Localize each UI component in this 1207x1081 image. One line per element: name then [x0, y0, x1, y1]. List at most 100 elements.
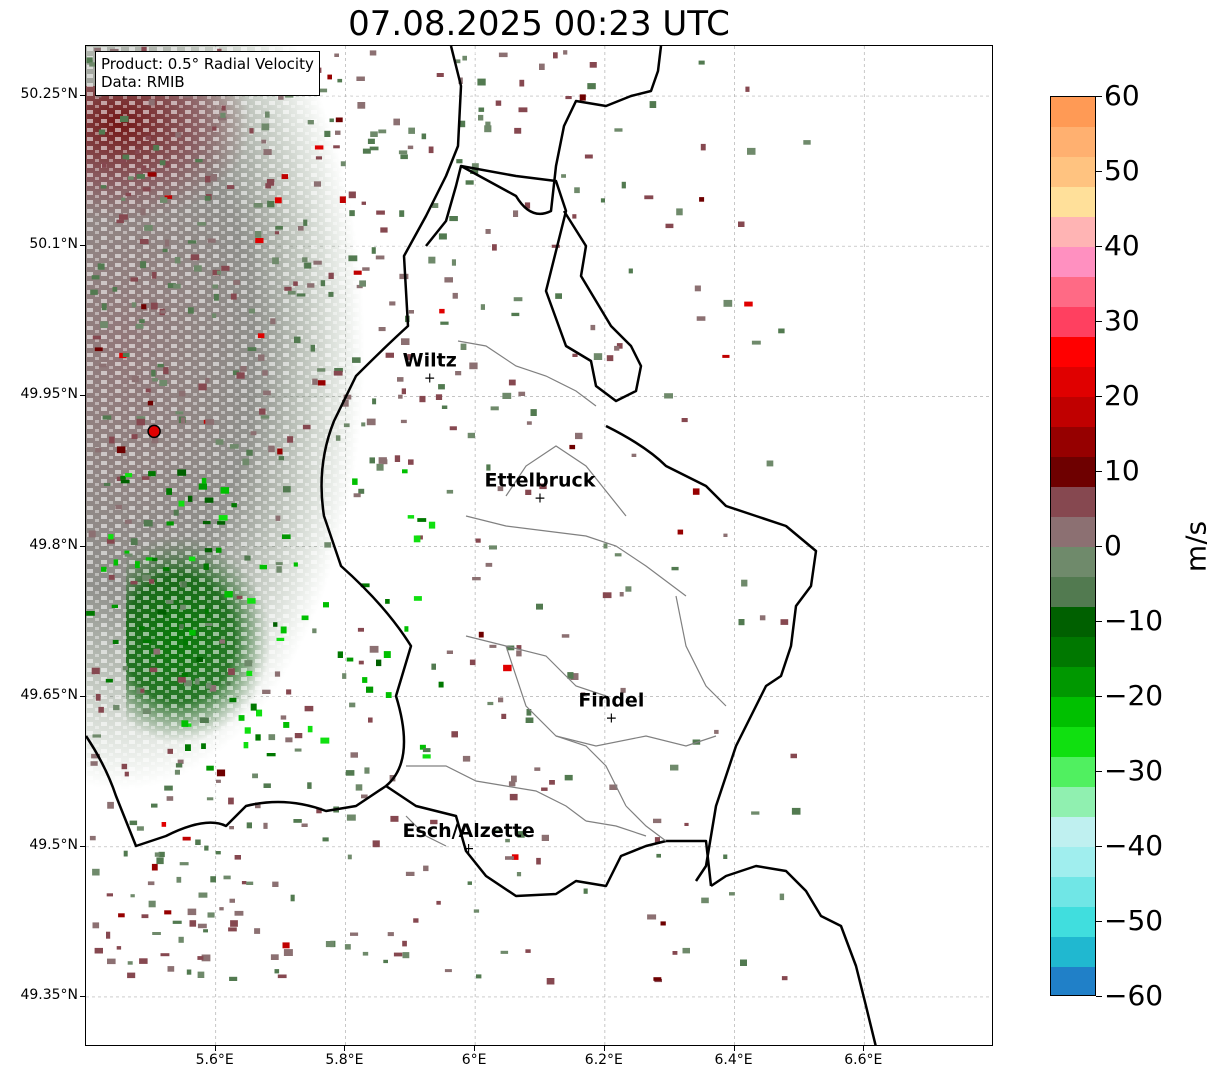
radar-echo-block — [158, 851, 165, 858]
radar-echo-block — [723, 854, 728, 859]
radar-echo-block — [511, 854, 519, 860]
radar-echo-block — [327, 74, 332, 80]
radar-echo-block — [186, 969, 192, 975]
radar-echo-block — [495, 100, 502, 106]
radar-echo-block — [227, 185, 235, 189]
radar-echo-block — [230, 920, 238, 927]
radar-echo-block — [94, 347, 103, 352]
radar-echo-block — [186, 723, 192, 727]
radar-echo-block — [287, 436, 294, 443]
lat-tick-label: 49.65°N — [20, 686, 78, 703]
product-info-box: Product: 0.5° Radial Velocity Data: RMIB — [95, 51, 320, 96]
radar-echo-block — [283, 949, 293, 956]
radar-echo-block — [101, 303, 107, 311]
radar-echo-block — [356, 76, 365, 81]
radar-echo-block — [462, 55, 467, 61]
radar-echo-block — [206, 797, 214, 801]
radar-echo-block — [122, 666, 128, 671]
radar-echo-block — [174, 257, 181, 264]
radar-echo-block — [744, 301, 753, 307]
radar-echo-block — [352, 478, 358, 485]
radar-echo-block — [122, 353, 130, 357]
lon-tick-label: 6.6°E — [844, 1052, 883, 1068]
city-wiltz: +Wiltz — [403, 349, 457, 386]
canton-borders — [405, 340, 727, 847]
radar-echo-block — [451, 731, 458, 738]
colorbar-tick-mark — [1096, 546, 1102, 547]
radar-map[interactable]: + Wiltz + Ettelbruck + Findel + Esch/Alzette — [85, 45, 993, 1046]
radar-echo-block — [205, 419, 215, 425]
radar-echo-block — [302, 257, 308, 263]
radar-echo-block — [147, 400, 154, 406]
radar-echo-block — [677, 529, 684, 535]
radar-echo-block — [462, 755, 471, 762]
colorbar-tick-label: 0 — [1104, 529, 1122, 562]
colorbar-segment — [1051, 277, 1095, 308]
radar-echo-block — [602, 592, 612, 599]
radar-echo-block — [312, 628, 317, 634]
radar-echo-block — [647, 914, 657, 920]
radar-echo-block — [149, 667, 158, 673]
lon-tick-mark — [603, 1046, 605, 1051]
radar-echo-block — [272, 257, 279, 265]
radar-echo-block — [671, 566, 679, 571]
radar-echo-block — [361, 422, 366, 427]
colorbar-segment — [1051, 517, 1095, 548]
radar-echo-block — [575, 432, 583, 440]
radar-echo-block — [204, 195, 211, 201]
colorbar-tick-mark — [1096, 771, 1102, 772]
radar-echo-block — [368, 717, 373, 723]
radar-echo-block — [182, 836, 191, 841]
radar-echo-block — [335, 117, 343, 123]
radar-echo-block — [692, 488, 700, 495]
radar-echo-block — [284, 286, 292, 291]
radar-echo-block — [229, 697, 237, 703]
radar-echo-block — [304, 705, 314, 712]
radar-echo-block — [393, 118, 400, 126]
colorbar-segment — [1051, 247, 1095, 278]
radar-echo-block — [263, 783, 271, 788]
radar-echo-block — [372, 398, 377, 405]
radar-echo-block — [166, 521, 174, 526]
radar-echo-block — [513, 297, 523, 302]
radar-echo-block — [475, 538, 481, 543]
radar-echo-block — [277, 448, 283, 455]
radar-echo-block — [261, 123, 270, 131]
radar-echo-block — [369, 146, 379, 151]
radar-echo-block — [187, 307, 194, 314]
colorbar-segment — [1051, 697, 1095, 728]
colorbar-segment — [1051, 757, 1095, 788]
radar-echo-block — [328, 291, 334, 297]
radar-echo-block — [401, 388, 406, 395]
radar-echo-block — [221, 105, 226, 111]
radar-echo-block — [232, 370, 239, 376]
radar-echo-block — [152, 378, 158, 382]
radar-echo-block — [106, 538, 115, 544]
radar-echo-block — [183, 639, 189, 646]
radar-echo-block — [567, 672, 574, 679]
radar-echo-block — [417, 518, 427, 522]
radar-echo-block — [280, 626, 287, 634]
radar-echo-block — [214, 293, 219, 301]
radar-echo-block — [148, 900, 156, 908]
radar-echo-block — [536, 857, 541, 865]
radar-echo-block — [572, 214, 577, 219]
radar-echo-block — [92, 734, 101, 738]
radar-echo-block — [198, 892, 208, 898]
radar-echo-block — [176, 876, 182, 883]
radar-echo-block — [277, 974, 287, 979]
radar-echo-block — [152, 272, 157, 279]
velocity-colorbar — [1050, 96, 1096, 996]
radar-echo-block — [228, 668, 235, 675]
radar-echo-block — [387, 932, 394, 937]
radar-echo-block — [344, 944, 351, 950]
radar-echo-block — [408, 310, 414, 314]
radar-echo-block — [290, 894, 295, 902]
colorbar-tick-label: −20 — [1104, 679, 1164, 712]
radar-echo-block — [452, 292, 458, 299]
radar-echo-block — [485, 121, 491, 128]
colorbar-tick-label: 60 — [1104, 79, 1140, 112]
radar-echo-block — [307, 725, 313, 733]
city-markers: +Wiltz+Ettelbruck+Findel+Esch/Alzette — [403, 349, 645, 856]
radar-echo-block — [246, 670, 253, 676]
